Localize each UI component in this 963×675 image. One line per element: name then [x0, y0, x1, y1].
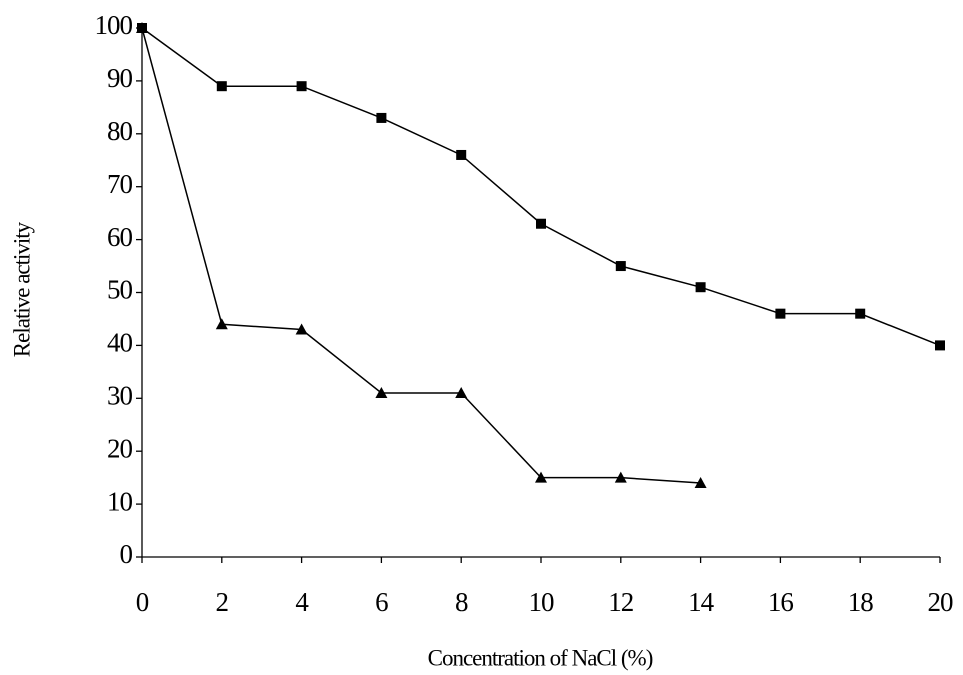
marker — [855, 309, 865, 319]
y-tick-label: 40 — [107, 328, 133, 358]
marker — [696, 282, 706, 292]
marker — [456, 150, 466, 160]
marker — [536, 219, 546, 229]
marker — [376, 113, 386, 123]
y-tick-label: 20 — [107, 433, 133, 463]
marker — [935, 340, 945, 350]
y-tick-label: 10 — [107, 486, 133, 516]
y-axis-title: Relative activity — [9, 221, 34, 357]
x-tick-label: 2 — [216, 587, 229, 617]
y-tick-label: 70 — [107, 169, 133, 199]
x-tick-label: 10 — [529, 587, 555, 617]
y-tick-label: 60 — [107, 222, 133, 252]
x-tick-label: 16 — [768, 587, 794, 617]
y-tick-label: 80 — [107, 116, 133, 146]
x-tick-label: 6 — [375, 587, 388, 617]
x-tick-label: 20 — [928, 587, 954, 617]
y-tick-label: 0 — [120, 539, 133, 569]
x-tick-label: 14 — [688, 587, 715, 617]
chart: Concentration of NaCl (%) Relative activ… — [0, 0, 963, 675]
marker — [297, 81, 307, 91]
x-tick-label: 8 — [455, 587, 468, 617]
series-line — [142, 28, 940, 345]
x-tick-label: 0 — [136, 587, 149, 617]
y-tick-label: 90 — [107, 63, 133, 93]
marker — [217, 81, 227, 91]
x-tick-label: 18 — [848, 587, 874, 617]
y-tick-label: 50 — [107, 275, 133, 305]
x-tick-label: 4 — [295, 587, 309, 617]
marker — [775, 309, 785, 319]
x-tick-label: 12 — [608, 587, 634, 617]
marker — [216, 318, 228, 329]
y-tick-label: 30 — [107, 381, 133, 411]
marker — [616, 261, 626, 271]
series-line — [142, 28, 701, 483]
y-tick-label: 100 — [95, 10, 133, 40]
x-axis-title: Concentration of NaCl (%) — [428, 645, 653, 670]
